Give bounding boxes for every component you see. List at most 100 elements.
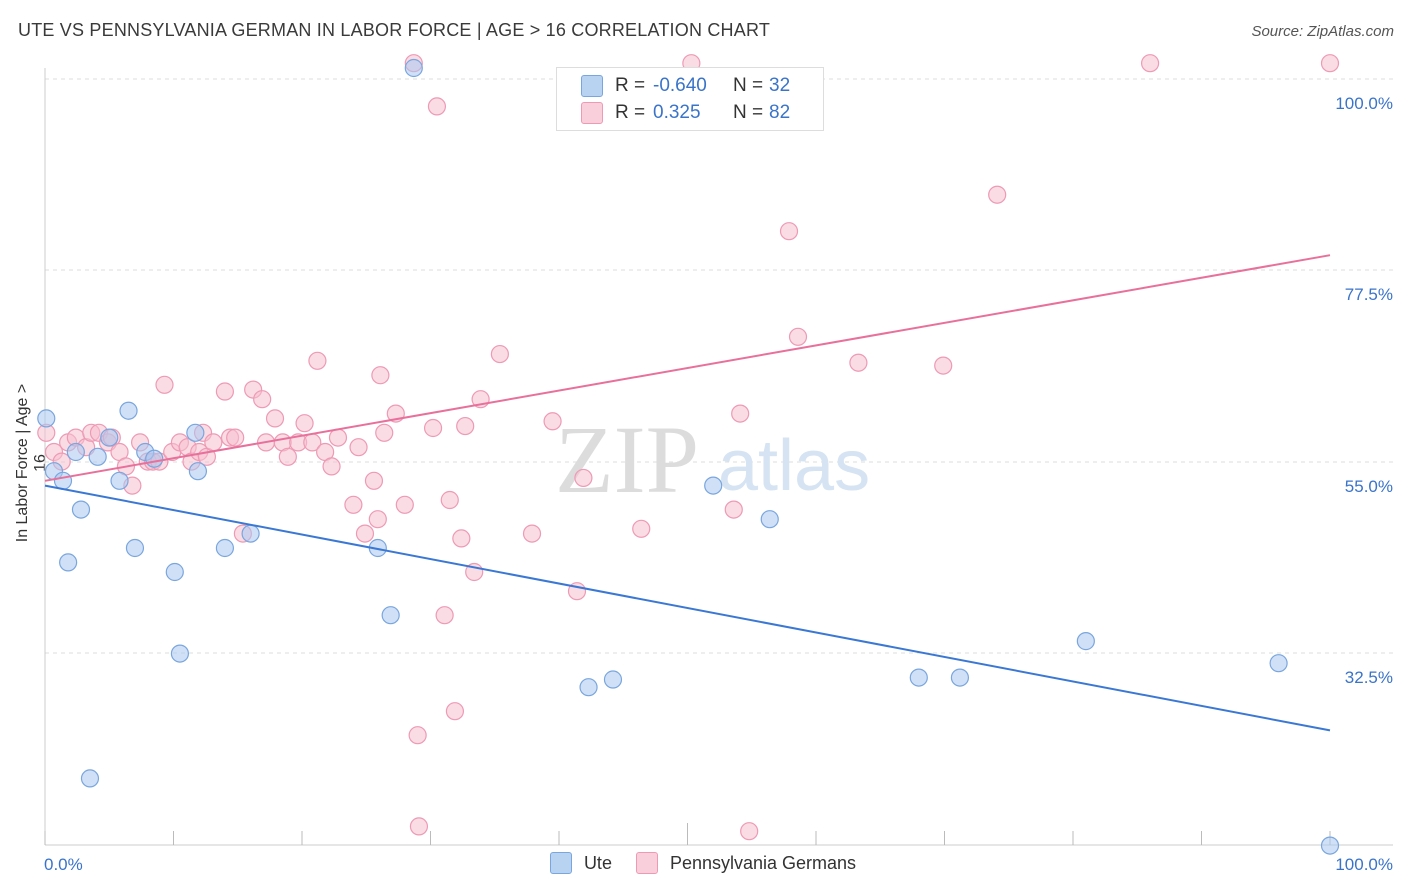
- x-tick-label: 100.0%: [1335, 855, 1393, 874]
- ute-point: [760, 510, 779, 529]
- pg-point: [371, 366, 390, 385]
- pg-point: [364, 471, 384, 490]
- x-tick-label: 0.0%: [44, 855, 83, 874]
- ute-point: [88, 447, 107, 466]
- pg-point: [522, 524, 542, 543]
- ute-trend-line: [44, 484, 1331, 732]
- pg-point: [215, 382, 234, 401]
- legend-label: Ute: [583, 852, 612, 873]
- chart-title: UTE VS PENNSYLVANIA GERMAN IN LABOR FORC…: [18, 20, 771, 40]
- ute-point: [186, 423, 205, 442]
- pg-point: [308, 351, 327, 370]
- pg-point: [456, 416, 475, 436]
- stats-legend: R = -0.640 N = 32 R = 0.325 N = 82: [556, 67, 824, 131]
- pg-point: [375, 423, 394, 442]
- r-value: -0.640: [653, 75, 707, 96]
- ute-point: [170, 644, 190, 663]
- pg-point: [265, 409, 285, 428]
- ute-point: [188, 462, 208, 481]
- axes: [44, 68, 1393, 846]
- ute-point: [100, 428, 119, 447]
- r-label: R =: [615, 75, 646, 96]
- y-tick-label: 100.0%: [1335, 94, 1393, 113]
- y-tick-label: 77.5%: [1345, 285, 1393, 304]
- pg-point: [155, 375, 174, 394]
- ute-point: [241, 524, 260, 543]
- ute-point: [119, 401, 138, 420]
- watermark-zip: ZIP: [555, 406, 699, 513]
- ute-point: [71, 500, 91, 519]
- ute-swatch: [581, 75, 603, 97]
- pg-swatch: [581, 102, 603, 124]
- ute-point: [66, 442, 85, 462]
- pg-point: [395, 495, 414, 514]
- pg-point: [322, 457, 341, 476]
- pg-point: [490, 344, 509, 364]
- pg-point: [632, 519, 651, 538]
- n-value: 82: [769, 102, 791, 123]
- pg-point: [934, 356, 953, 375]
- ute-point: [1076, 632, 1095, 651]
- pg-point: [543, 412, 562, 431]
- series-legend: Ute Pennsylvania Germans: [0, 852, 1406, 874]
- ute-point: [53, 471, 73, 490]
- ute-point: [37, 409, 56, 428]
- source-label: Source: ZipAtlas.com: [1251, 23, 1394, 40]
- pg-trend-line: [44, 254, 1331, 482]
- pg-point: [344, 495, 363, 514]
- ute-point: [215, 538, 234, 558]
- pg-point: [788, 327, 808, 346]
- legend-label: Pennsylvania Germans: [669, 852, 857, 873]
- pg-point: [328, 428, 348, 447]
- r-value: 0.325: [653, 102, 701, 123]
- ute-point: [1320, 836, 1340, 855]
- trend-lines: [44, 254, 1331, 732]
- pg-point: [295, 414, 314, 433]
- ute-point: [1269, 654, 1288, 673]
- ute-point: [704, 476, 723, 495]
- ute-point: [59, 553, 78, 572]
- pg-point: [355, 524, 375, 543]
- pg-point: [988, 185, 1007, 204]
- tick-labels: 32.5% 55.0% 77.5% 100.0% 0.0% 100.0%: [44, 94, 1393, 874]
- pg-point: [423, 418, 443, 438]
- ute-point: [603, 670, 623, 689]
- grid-lines: [45, 78, 1393, 654]
- y-tick-label: 55.0%: [1345, 477, 1393, 496]
- ute-point: [80, 769, 100, 788]
- ute-point: [165, 562, 184, 582]
- pg-point: [435, 606, 454, 625]
- ute-point: [909, 668, 928, 687]
- ute-point: [125, 538, 145, 558]
- watermark-atlas: atlas: [718, 426, 870, 506]
- ute-point: [404, 58, 423, 78]
- pg-point: [740, 822, 759, 841]
- ute-point: [950, 668, 970, 687]
- stats-row-pg: R = 0.325 N = 82: [581, 100, 790, 126]
- ute-swatch: [549, 852, 572, 874]
- legend-item-pg: Pennsylvania Germans: [635, 852, 857, 874]
- pg-point: [779, 222, 799, 241]
- ute-point: [110, 471, 129, 490]
- y-tick-label: 32.5%: [1345, 668, 1393, 687]
- pg-point: [368, 510, 387, 529]
- pg-point: [409, 817, 429, 836]
- pg-point: [1140, 54, 1160, 73]
- pg-point: [278, 447, 297, 466]
- pg-swatch: [635, 852, 658, 874]
- pg-point: [849, 353, 868, 372]
- ute-point: [381, 606, 400, 625]
- pg-point: [574, 468, 593, 488]
- pg-point: [204, 433, 223, 452]
- n-label: N =: [733, 75, 764, 96]
- pg-point: [731, 404, 750, 423]
- r-label: R =: [615, 102, 646, 123]
- ute-point: [579, 678, 598, 697]
- pg-point: [440, 490, 459, 510]
- pg-point: [349, 438, 368, 457]
- pg-point: [226, 428, 245, 447]
- n-value: 32: [769, 75, 791, 96]
- stats-row-ute: R = -0.640 N = 32: [581, 73, 790, 99]
- n-label: N =: [733, 102, 764, 123]
